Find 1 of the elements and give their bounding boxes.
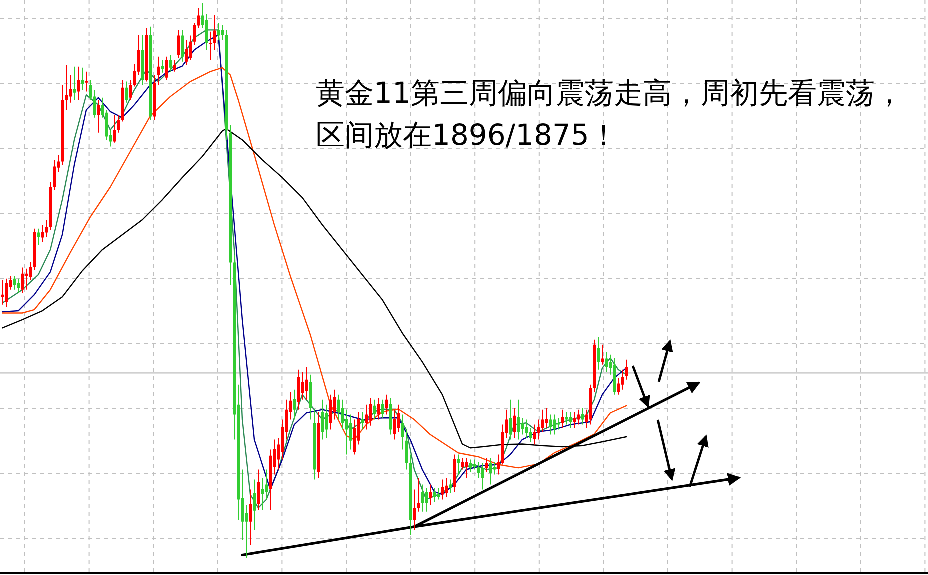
annotation: 黄金11第三周偏向震荡走高，周初先看震荡，区间放在1896/1875！ [316, 76, 904, 152]
